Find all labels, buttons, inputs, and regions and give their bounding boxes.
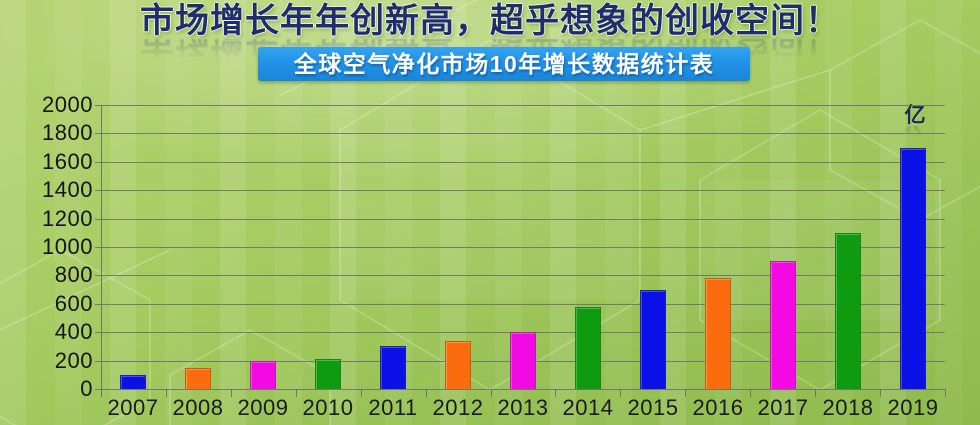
- page-title: 市场增长年年创新高，超乎想象的创收空间！: [140, 2, 840, 40]
- bar-2009: [250, 361, 276, 389]
- x-axis-tick: [620, 389, 621, 397]
- bar-2008: [185, 368, 211, 389]
- gridline: [95, 162, 945, 163]
- y-axis-label: 1600: [42, 149, 93, 174]
- x-axis-tick: [166, 389, 167, 397]
- y-axis-line: [101, 105, 102, 397]
- y-axis-label: 1400: [42, 177, 93, 202]
- unit-label: 亿: [904, 104, 926, 127]
- x-axis-tick: [426, 389, 427, 397]
- x-axis-label: 2007: [107, 395, 159, 420]
- x-axis-label: 2014: [562, 395, 614, 420]
- x-axis-tick: [361, 389, 362, 397]
- bar-2016: [705, 278, 731, 389]
- y-axis-label: 800: [54, 262, 93, 287]
- x-axis-label: 2016: [692, 395, 744, 420]
- x-axis-tick: [750, 389, 751, 397]
- bar-2017: [770, 261, 796, 389]
- gridline: [95, 389, 945, 390]
- x-axis-label: 2011: [368, 395, 418, 420]
- x-axis-label: 2018: [822, 395, 874, 420]
- gridline: [95, 133, 945, 134]
- y-axis-label: 400: [54, 319, 93, 344]
- bar-2018: [835, 233, 861, 389]
- bar-2007: [120, 375, 146, 389]
- y-axis-label: 600: [54, 291, 93, 316]
- title-area: 市场增长年年创新高，超乎想象的创收空间！ 市场增长年年创新高，超乎想象的创收空间…: [0, 0, 980, 59]
- x-axis-label: 2010: [302, 395, 354, 420]
- x-axis-label: 2008: [172, 395, 224, 420]
- y-axis-label: 1000: [42, 234, 93, 259]
- y-axis-label: 200: [54, 348, 93, 373]
- bar-2015: [640, 290, 666, 389]
- x-axis-tick: [101, 389, 102, 397]
- bar-2019: [900, 148, 926, 389]
- x-axis-tick: [296, 389, 297, 397]
- x-axis-tick: [231, 389, 232, 397]
- x-axis-tick: [555, 389, 556, 397]
- x-axis-label: 2015: [627, 395, 679, 420]
- unit-label-reflection: 亿: [904, 126, 926, 138]
- bar-2013: [510, 332, 536, 389]
- gridline: [95, 304, 945, 305]
- y-axis-label: 1800: [42, 120, 93, 145]
- x-axis-tick: [685, 389, 686, 397]
- y-axis-label: 2000: [42, 92, 93, 117]
- x-axis-label: 2017: [757, 395, 809, 420]
- bar-2012: [445, 341, 471, 389]
- y-axis-label: 0: [80, 376, 93, 401]
- x-axis-label: 2009: [237, 395, 289, 420]
- x-axis-tick: [491, 389, 492, 397]
- subtitle-banner: 全球空气净化市场10年增长数据统计表: [258, 47, 750, 81]
- bar-2011: [380, 346, 406, 389]
- bar-2010: [315, 359, 341, 389]
- x-axis-tick: [880, 389, 881, 397]
- gridline: [95, 105, 945, 106]
- x-axis-tick: [945, 389, 946, 397]
- gridline: [95, 247, 945, 248]
- x-axis-label: 2012: [432, 395, 484, 420]
- x-axis-tick: [815, 389, 816, 397]
- gridline: [95, 190, 945, 191]
- bar-2014: [575, 307, 601, 389]
- gridline: [95, 275, 945, 276]
- y-axis-label: 1200: [42, 206, 93, 231]
- x-axis-label: 2013: [497, 395, 549, 420]
- x-axis-label: 2019: [887, 395, 939, 420]
- gridline: [95, 219, 945, 220]
